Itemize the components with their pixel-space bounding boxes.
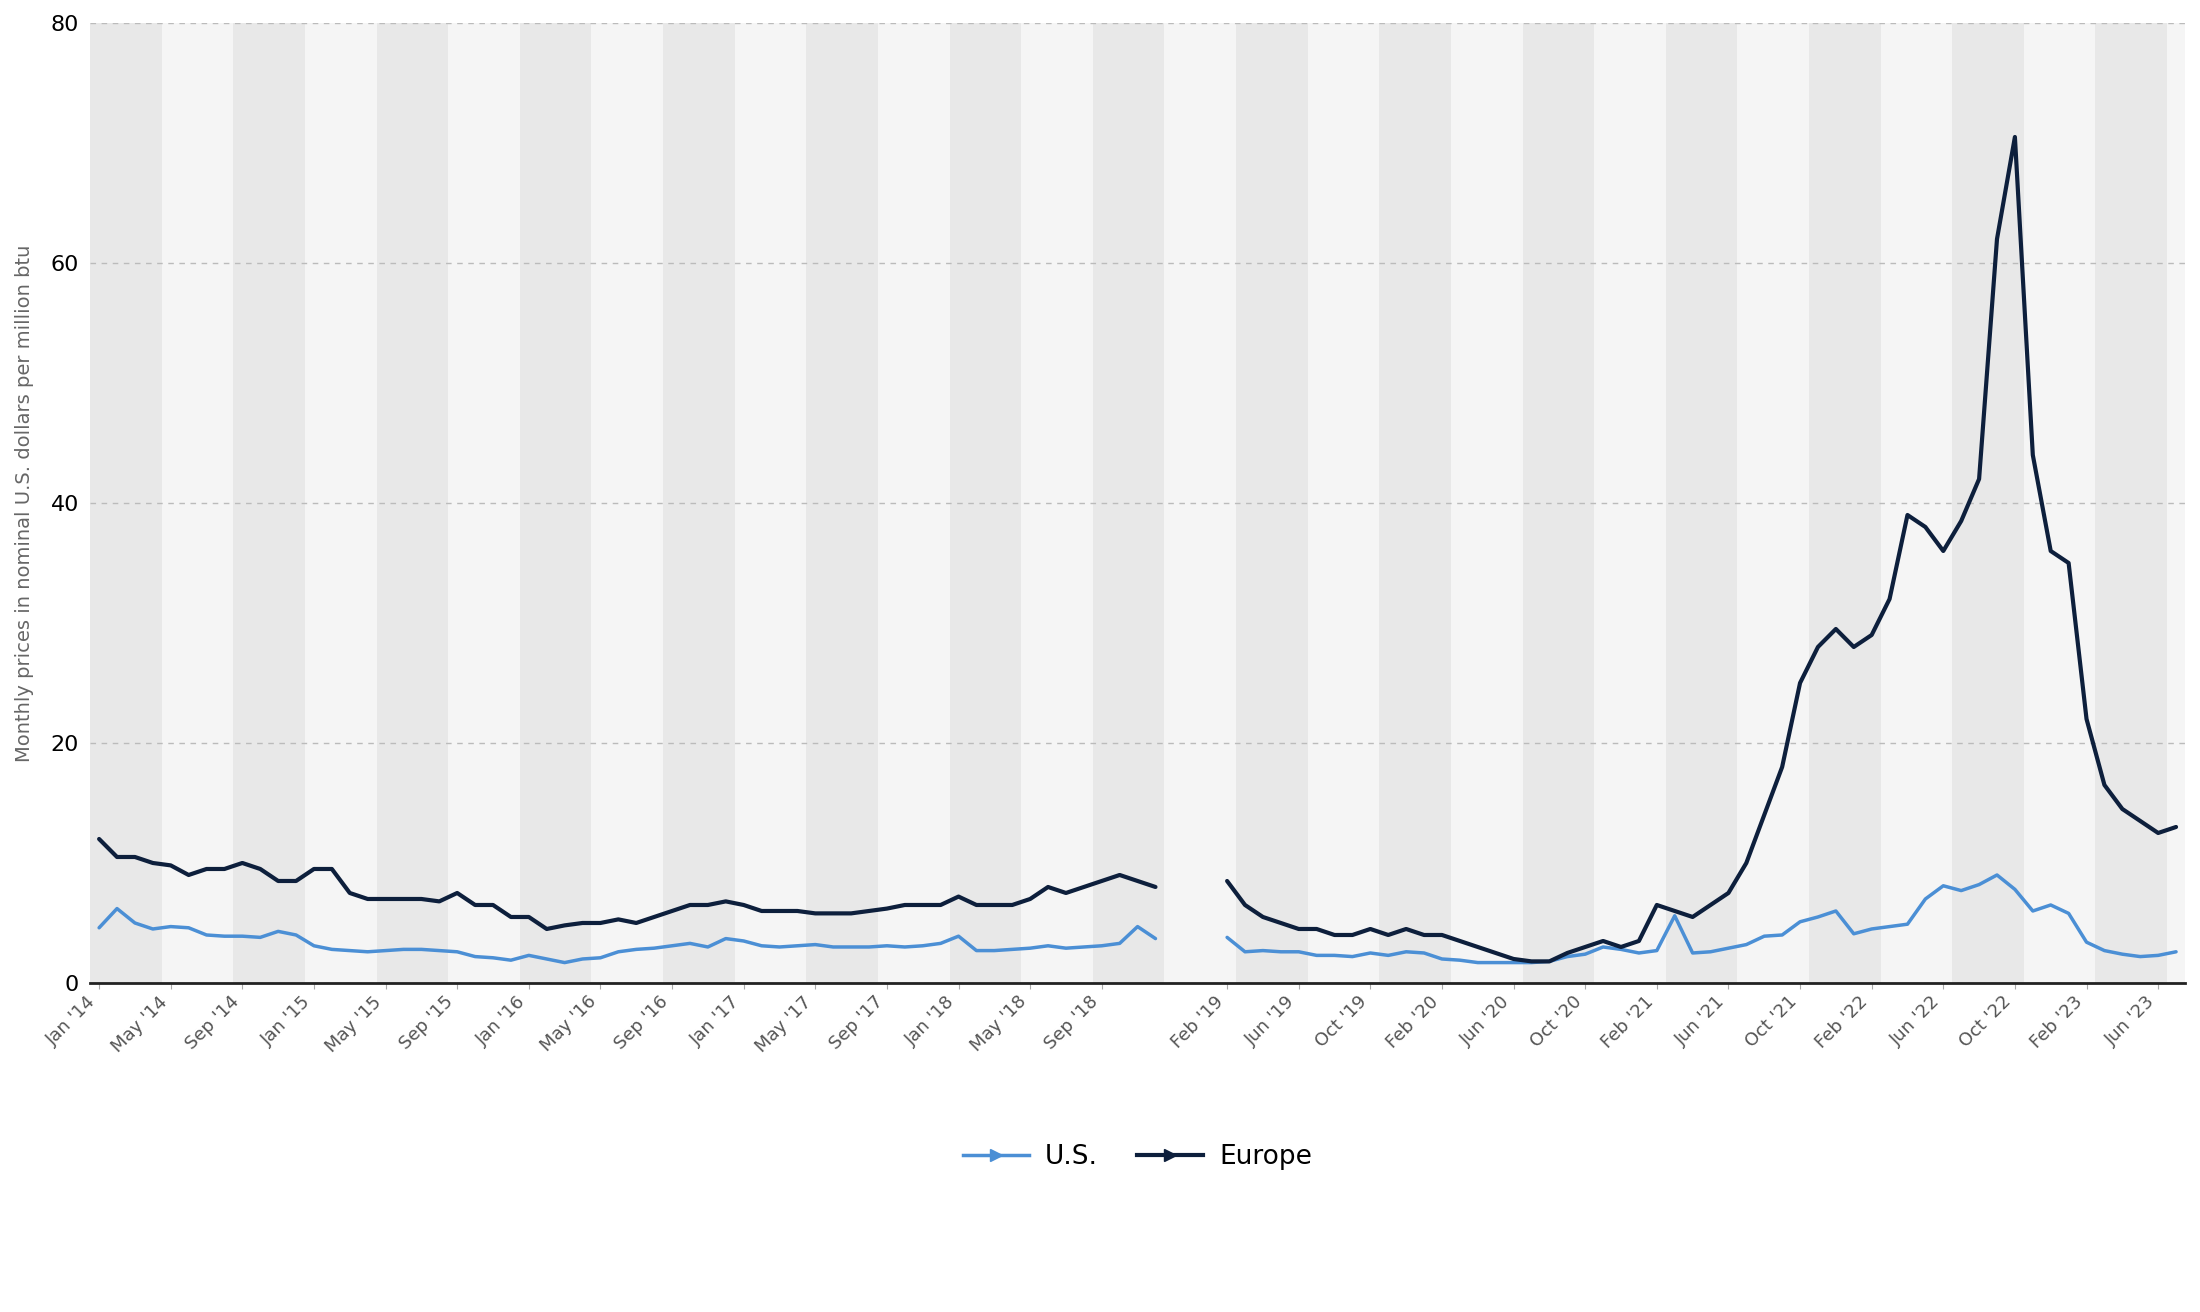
Bar [1236,24,1307,983]
Bar [306,24,376,983]
Bar [1595,24,1665,983]
Y-axis label: Monthly prices in nominal U.S. dollars per million btu: Monthly prices in nominal U.S. dollars p… [15,244,33,762]
Bar [1452,24,1522,983]
Bar [90,24,163,983]
Bar [1379,24,1452,983]
Legend: U.S., Europe: U.S., Europe [953,1134,1322,1181]
Bar [2024,24,2094,983]
Bar [1738,24,1808,983]
Bar [1164,24,1236,983]
Bar [807,24,878,983]
Bar [2167,24,2200,983]
Bar [163,24,233,983]
Bar [449,24,519,983]
Bar [233,24,306,983]
Bar [1665,24,1738,983]
Bar [1951,24,2024,983]
Bar [950,24,1021,983]
Bar [1808,24,1881,983]
Bar [376,24,449,983]
Bar [519,24,592,983]
Bar [735,24,807,983]
Bar [1021,24,1093,983]
Bar [1522,24,1595,983]
Bar [592,24,662,983]
Bar [1093,24,1164,983]
Bar [1307,24,1379,983]
Bar [2094,24,2167,983]
Bar [878,24,950,983]
Bar [1881,24,1951,983]
Bar [662,24,735,983]
